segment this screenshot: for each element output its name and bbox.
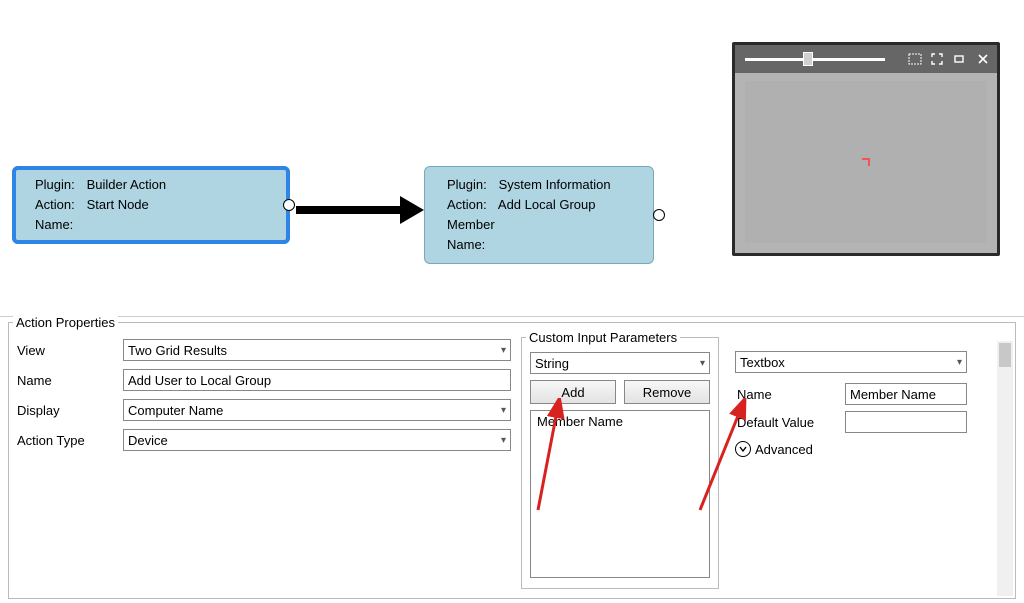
chevron-down-icon: ▾ bbox=[501, 405, 506, 416]
advanced-label: Advanced bbox=[755, 442, 813, 457]
zoom-slider-thumb[interactable] bbox=[803, 52, 813, 66]
vertical-scrollbar[interactable] bbox=[997, 341, 1013, 596]
node-action-value: Start Node bbox=[87, 197, 149, 212]
chevron-down-icon: ▾ bbox=[957, 357, 962, 368]
chevron-down-icon: ▾ bbox=[700, 358, 705, 369]
chevron-down-icon: ▾ bbox=[501, 435, 506, 446]
chevron-down-icon bbox=[735, 441, 751, 457]
view-select[interactable]: Two Grid Results ▾ bbox=[123, 339, 511, 361]
node-plugin-value: System Information bbox=[499, 177, 611, 192]
center-mark-icon bbox=[862, 158, 870, 166]
node-name-label: Name: bbox=[35, 215, 83, 235]
label-param-name: Name bbox=[735, 387, 845, 402]
param-type-select[interactable]: String ▾ bbox=[530, 352, 710, 374]
workflow-canvas[interactable]: Plugin: Builder Action Action: Start Nod… bbox=[0, 0, 1024, 315]
preview-titlebar[interactable] bbox=[735, 45, 997, 73]
preview-window[interactable] bbox=[732, 42, 1000, 256]
fit-icon[interactable] bbox=[907, 51, 923, 67]
remove-button[interactable]: Remove bbox=[624, 380, 710, 404]
node-plugin-value: Builder Action bbox=[87, 177, 167, 192]
control-type-select[interactable]: Textbox ▾ bbox=[735, 351, 967, 373]
advanced-expander[interactable]: Advanced bbox=[735, 441, 991, 457]
action-type-select-value: Device bbox=[128, 433, 168, 448]
display-select[interactable]: Computer Name ▾ bbox=[123, 399, 511, 421]
default-value-input[interactable] bbox=[845, 411, 967, 433]
custom-params-legend: Custom Input Parameters bbox=[526, 330, 680, 345]
action-properties-panel: Action Properties View Two Grid Results … bbox=[4, 318, 1020, 603]
param-name-input[interactable] bbox=[845, 383, 967, 405]
params-listbox[interactable]: Member Name bbox=[530, 410, 710, 578]
label-default-value: Default Value bbox=[735, 415, 845, 430]
node-output-port[interactable] bbox=[283, 199, 295, 211]
label-name: Name bbox=[15, 373, 123, 388]
close-icon[interactable] bbox=[975, 51, 991, 67]
control-type-value: Textbox bbox=[740, 355, 785, 370]
node-output-port[interactable] bbox=[653, 209, 665, 221]
param-type-value: String bbox=[535, 356, 569, 371]
node-plugin-label: Plugin: bbox=[35, 175, 83, 195]
label-view: View bbox=[15, 343, 123, 358]
preview-body bbox=[745, 81, 987, 243]
chevron-down-icon: ▾ bbox=[501, 345, 506, 356]
node-name-label: Name: bbox=[447, 235, 495, 255]
name-input[interactable] bbox=[123, 369, 511, 391]
label-display: Display bbox=[15, 403, 123, 418]
view-select-value: Two Grid Results bbox=[128, 343, 227, 358]
label-action-type: Action Type bbox=[15, 433, 123, 448]
node-add-local-group-member[interactable]: Plugin: System Information Action: Add L… bbox=[424, 166, 654, 264]
fullscreen-icon[interactable] bbox=[929, 51, 945, 67]
node-action-label: Action: bbox=[447, 195, 495, 215]
node-builder-start[interactable]: Plugin: Builder Action Action: Start Nod… bbox=[12, 166, 290, 244]
add-button[interactable]: Add bbox=[530, 380, 616, 404]
list-item[interactable]: Member Name bbox=[531, 411, 709, 432]
node-action-label: Action: bbox=[35, 195, 83, 215]
scrollbar-thumb[interactable] bbox=[999, 343, 1011, 367]
zoom-slider-track[interactable] bbox=[745, 58, 885, 61]
action-type-select[interactable]: Device ▾ bbox=[123, 429, 511, 451]
properties-legend: Action Properties bbox=[13, 315, 118, 330]
display-select-value: Computer Name bbox=[128, 403, 223, 418]
connection-arrow bbox=[296, 196, 424, 224]
node-plugin-label: Plugin: bbox=[447, 175, 495, 195]
horizontal-separator bbox=[0, 316, 1024, 317]
minimize-icon[interactable] bbox=[951, 51, 967, 67]
